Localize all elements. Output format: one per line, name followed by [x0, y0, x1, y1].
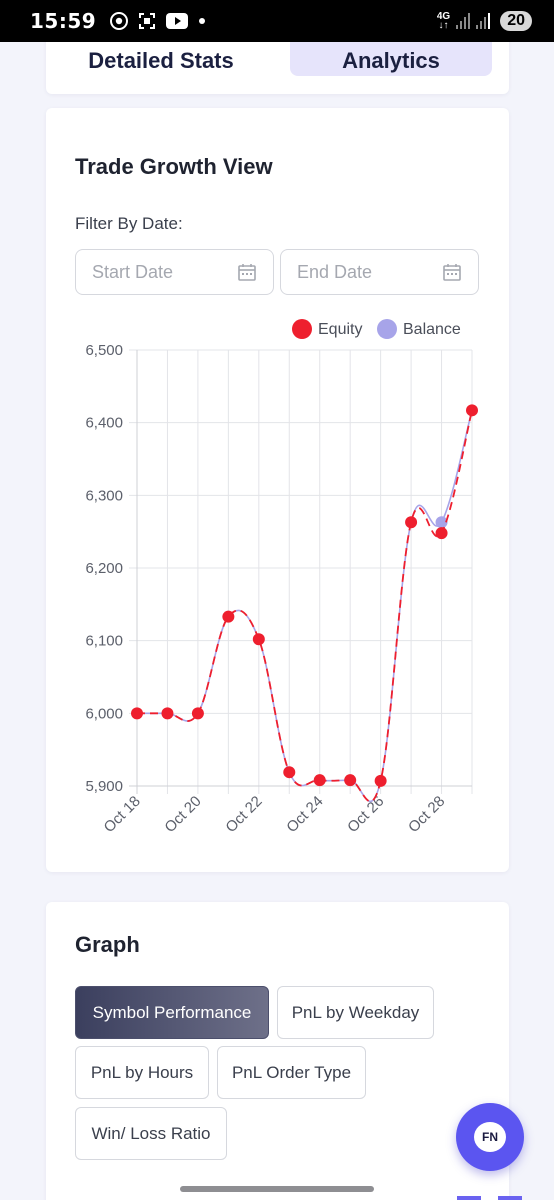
- win-loss-ratio-button[interactable]: Win/ Loss Ratio: [75, 1107, 227, 1160]
- y-tick-label: 6,400: [85, 415, 123, 432]
- graph-card: Graph Symbol Performance PnL by Weekday …: [46, 902, 509, 1200]
- end-date-input[interactable]: End Date: [280, 249, 479, 295]
- signal-icon-2: [476, 13, 491, 29]
- youtube-icon: [166, 13, 189, 29]
- equity-point: [313, 774, 326, 787]
- home-indicator: [180, 1186, 374, 1192]
- symbol-performance-button[interactable]: Symbol Performance: [75, 986, 269, 1039]
- equity-point: [161, 707, 174, 720]
- screenshot-icon: [139, 13, 156, 29]
- balance-point: [435, 516, 448, 529]
- trade-growth-title: Trade Growth View: [75, 154, 273, 179]
- equity-point: [191, 707, 204, 720]
- legend-swatch: [377, 319, 397, 339]
- equity-point: [283, 766, 296, 779]
- equity-point: [131, 707, 143, 720]
- x-tick-label: Oct 18: [101, 793, 144, 836]
- signal-icon: [456, 13, 471, 29]
- y-tick-label: 6,200: [85, 560, 123, 577]
- status-time: 15:59: [30, 9, 97, 33]
- y-tick-label: 5,900: [85, 778, 123, 795]
- y-tick-label: 6,100: [85, 633, 123, 650]
- y-tick-label: 6,500: [85, 342, 123, 359]
- legend-label: Equity: [318, 321, 362, 338]
- chrome-icon: [110, 12, 129, 30]
- content-peek: [457, 1196, 481, 1200]
- dot-icon: [199, 18, 206, 24]
- status-bar: 15:59 4G ↓↑ 20: [0, 0, 554, 42]
- end-date-placeholder: End Date: [297, 261, 373, 282]
- equity-point: [222, 610, 235, 623]
- graph-title: Graph: [75, 932, 140, 957]
- chat-fab-button[interactable]: FN: [456, 1103, 524, 1171]
- equity-line: [136, 410, 473, 803]
- x-tick-label: Oct 24: [283, 793, 326, 836]
- balance-line: [136, 410, 473, 803]
- x-tick-label: Oct 28: [405, 793, 448, 836]
- equity-point: [252, 633, 265, 646]
- x-tick-label: Oct 20: [161, 793, 204, 836]
- equity-point: [374, 774, 387, 787]
- filter-label: Filter By Date:: [75, 214, 183, 233]
- trade-growth-card: Trade Growth View Filter By Date: Start …: [46, 108, 509, 872]
- battery-indicator: 20: [500, 11, 532, 31]
- content-peek: [498, 1196, 522, 1200]
- equity-point: [405, 516, 418, 529]
- pnl-order-type-button[interactable]: PnL Order Type: [217, 1046, 366, 1099]
- calendar-icon[interactable]: [442, 262, 462, 282]
- start-date-input[interactable]: Start Date: [75, 249, 274, 295]
- equity-point: [466, 404, 478, 417]
- y-tick-label: 6,000: [85, 705, 123, 722]
- equity-point: [344, 774, 357, 787]
- pnl-by-weekday-button[interactable]: PnL by Weekday: [277, 986, 434, 1039]
- legend-label: Balance: [403, 321, 461, 338]
- chat-bubble-icon: FN: [474, 1122, 506, 1152]
- calendar-icon[interactable]: [237, 262, 257, 282]
- pnl-by-hours-button[interactable]: PnL by Hours: [75, 1046, 209, 1099]
- x-tick-label: Oct 22: [222, 793, 265, 836]
- y-tick-label: 6,300: [85, 487, 123, 504]
- start-date-placeholder: Start Date: [92, 261, 174, 282]
- legend-swatch: [292, 319, 312, 339]
- equity-point: [435, 527, 448, 540]
- tab-detailed-stats[interactable]: Detailed Stats: [88, 48, 234, 73]
- network-indicator: 4G ↓↑: [436, 11, 451, 31]
